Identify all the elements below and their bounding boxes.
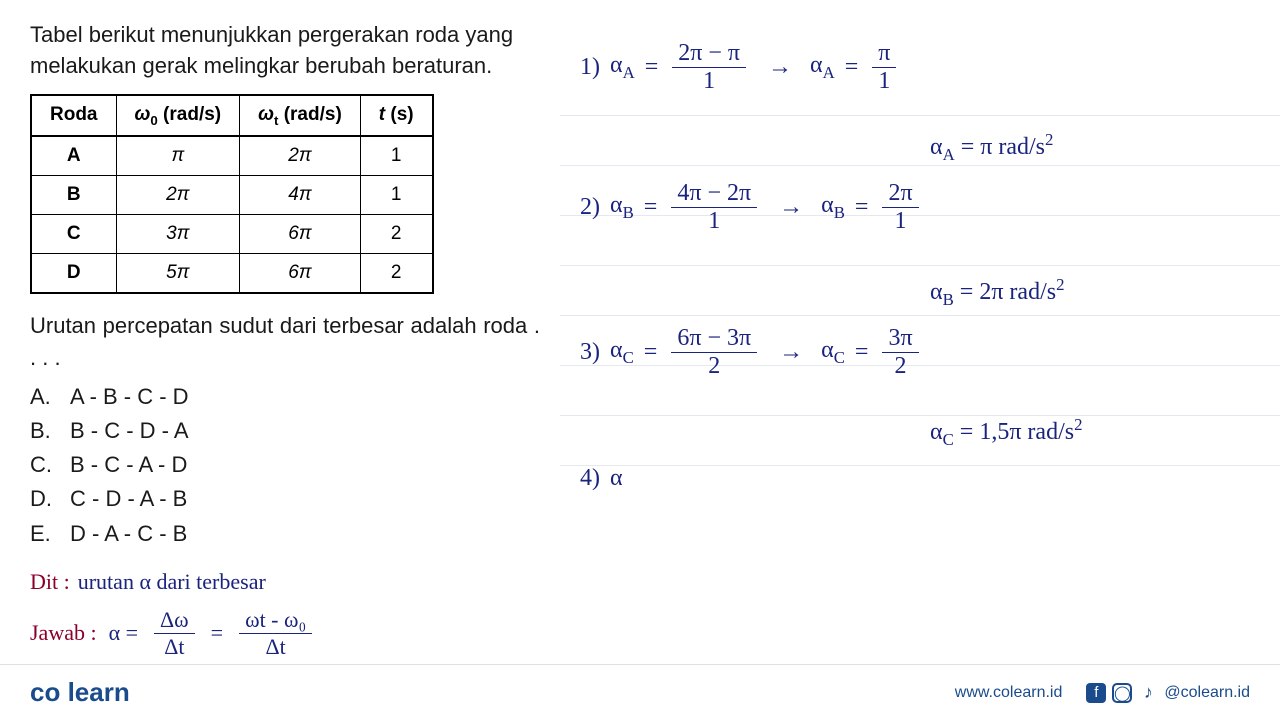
- work-panel: 1) αA = 2π − π 1 → αA = π 1 αA = π rad/s…: [560, 0, 1280, 640]
- social-handle: @colearn.id: [1164, 684, 1250, 702]
- option-e: E. D - A - C - B: [30, 517, 540, 551]
- jawab-label: Jawab :: [30, 620, 97, 646]
- calc3-result: αC = 1,5π rad/s2: [930, 415, 1082, 450]
- jawab-frac1: Δω Δt: [154, 607, 195, 660]
- table-row: A π 2π 1: [31, 136, 433, 176]
- dit-label: Dit :: [30, 569, 70, 595]
- footer-url: www.colearn.id: [955, 684, 1063, 702]
- dit-row: Dit : urutan α dari terbesar: [30, 569, 540, 595]
- th-roda: Roda: [31, 95, 116, 137]
- table-row: D 5π 6π 2: [31, 254, 433, 294]
- brand-logo: co learn: [30, 677, 130, 708]
- calc2-result: αB = 2π rad/s2: [930, 275, 1064, 310]
- question-subtext: Urutan percepatan sudut dari terbesar ad…: [30, 310, 540, 374]
- jawab-alpha: α =: [109, 620, 138, 646]
- calc1: 1) αA = 2π − π 1 → αA = π 1: [580, 40, 900, 95]
- th-omegat: ωt (rad/s): [240, 95, 361, 137]
- th-omega0: ω0 (rad/s): [116, 95, 240, 137]
- footer: co learn www.colearn.id f ◯ ♪ @colearn.i…: [0, 664, 1280, 720]
- option-b: B. B - C - D - A: [30, 414, 540, 448]
- tiktok-icon: ♪: [1138, 683, 1158, 703]
- th-t: t (s): [360, 95, 432, 137]
- calc1-result: αA = π rad/s2: [930, 130, 1053, 165]
- instagram-icon: ◯: [1112, 683, 1132, 703]
- question-intro: Tabel berikut menunjukkan pergerakan rod…: [30, 20, 540, 82]
- options-list: A. A - B - C - D B. B - C - D - A C. B -…: [30, 380, 540, 550]
- data-table: Roda ω0 (rad/s) ωt (rad/s) t (s) A π 2π …: [30, 94, 434, 295]
- table-row: C 3π 6π 2: [31, 215, 433, 254]
- option-c: C. B - C - A - D: [30, 448, 540, 482]
- dit-text: urutan α dari terbesar: [78, 569, 266, 595]
- jawab-frac2: ωt - ω₀ Δt: [239, 607, 312, 660]
- social-group: f ◯ ♪ @colearn.id: [1086, 683, 1250, 703]
- calc2: 2) αB = 4π − 2π 1 → αB = 2π 1: [580, 180, 923, 235]
- jawab-row: Jawab : α = Δω Δt = ωt - ω₀ Δt: [30, 607, 540, 660]
- calc3: 3) αC = 6π − 3π 2 → αC = 3π 2: [580, 325, 923, 380]
- calc4: 4) α: [580, 465, 623, 492]
- question-panel: Tabel berikut menunjukkan pergerakan rod…: [0, 0, 560, 640]
- footer-right: www.colearn.id f ◯ ♪ @colearn.id: [955, 683, 1250, 703]
- table-row: B 2π 4π 1: [31, 176, 433, 215]
- option-a: A. A - B - C - D: [30, 380, 540, 414]
- option-d: D. C - D - A - B: [30, 482, 540, 516]
- facebook-icon: f: [1086, 683, 1106, 703]
